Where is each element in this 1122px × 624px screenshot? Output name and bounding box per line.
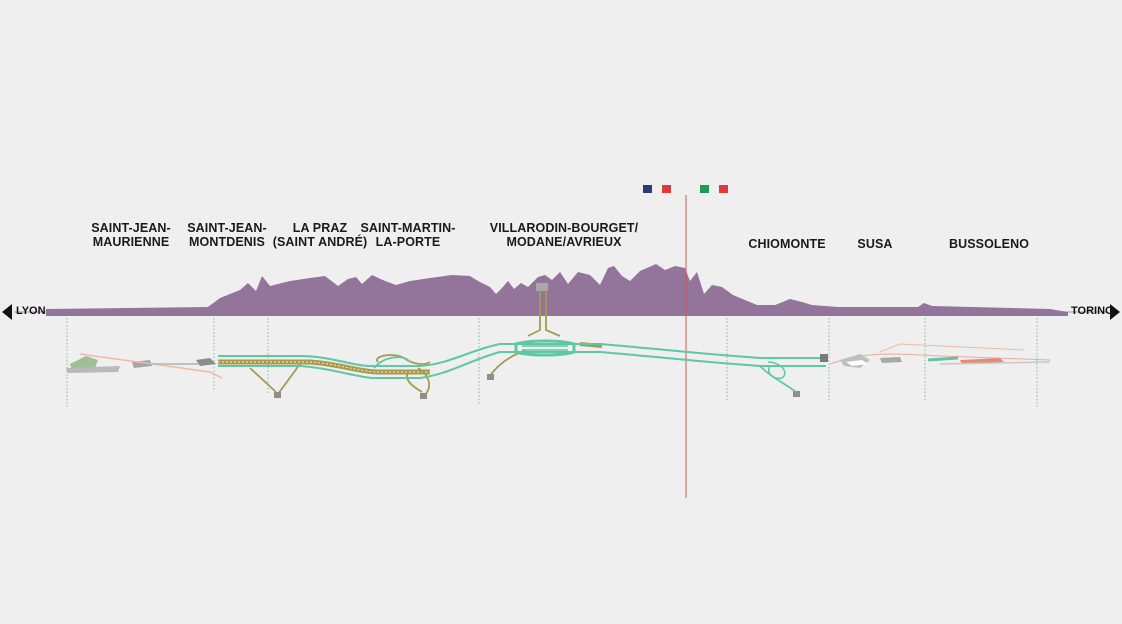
- shaft-head-4: [536, 283, 548, 291]
- green-tunnel: [218, 339, 826, 393]
- station-line1: BUSSOLENO: [948, 237, 1030, 251]
- station-label-chiomonte: CHIOMONTE: [748, 237, 825, 251]
- shaft-head-3: [487, 374, 494, 380]
- italy-portal: [820, 354, 828, 362]
- endpoint-torino: TORINO: [1071, 305, 1114, 317]
- station-label-saint-jean-maurienne: SAINT-JEAN- MAURIENNE: [91, 221, 171, 249]
- shaft-head-2: [420, 393, 427, 399]
- station-line1: SAINT-JEAN-: [187, 221, 267, 235]
- station-label-la-praz: LA PRAZ (SAINT ANDRÉ): [273, 221, 368, 249]
- france-flag-blue: [643, 185, 652, 193]
- west-portal-area: [66, 353, 223, 379]
- italy-flag-red: [719, 185, 728, 193]
- station-line1: LA PRAZ: [292, 221, 348, 235]
- mountain-profile: [46, 264, 1068, 316]
- arrow-left-icon: [2, 304, 12, 320]
- station-line1: SAINT-JEAN-: [91, 221, 171, 235]
- italy-flag-green: [700, 185, 709, 193]
- station-line2: MAURIENNE: [92, 235, 170, 249]
- station-line1: SUSA: [857, 237, 893, 251]
- station-line2: MONTDENIS: [189, 235, 265, 249]
- station-label-susa: SUSA: [857, 237, 892, 251]
- endpoint-lyon: LYON: [16, 305, 46, 317]
- shaft-head-1: [274, 392, 281, 398]
- station-line1: CHIOMONTE: [748, 237, 826, 251]
- shaft-head-5: [793, 391, 800, 397]
- france-flag-red: [662, 185, 671, 193]
- station-line2: LA-PORTE: [375, 235, 441, 249]
- station-label-villarodin-bourget: VILLARODIN-BOURGET/ MODANE/AVRIEUX: [490, 221, 638, 249]
- station-line2: MODANE/AVRIEUX: [506, 235, 622, 249]
- station-line1: VILLARODIN-BOURGET/: [489, 221, 639, 235]
- arrow-right-icon: [1110, 304, 1120, 320]
- station-label-saint-jean-montdenis: SAINT-JEAN- MONTDENIS: [187, 221, 267, 249]
- station-label-bussoleno: BUSSOLENO: [949, 237, 1029, 251]
- station-line2: (SAINT ANDRÉ): [272, 235, 368, 249]
- station-line1: SAINT-MARTIN-: [360, 221, 456, 235]
- east-area: [829, 343, 1051, 368]
- station-label-saint-martin-la-porte: SAINT-MARTIN- LA-PORTE: [360, 221, 455, 249]
